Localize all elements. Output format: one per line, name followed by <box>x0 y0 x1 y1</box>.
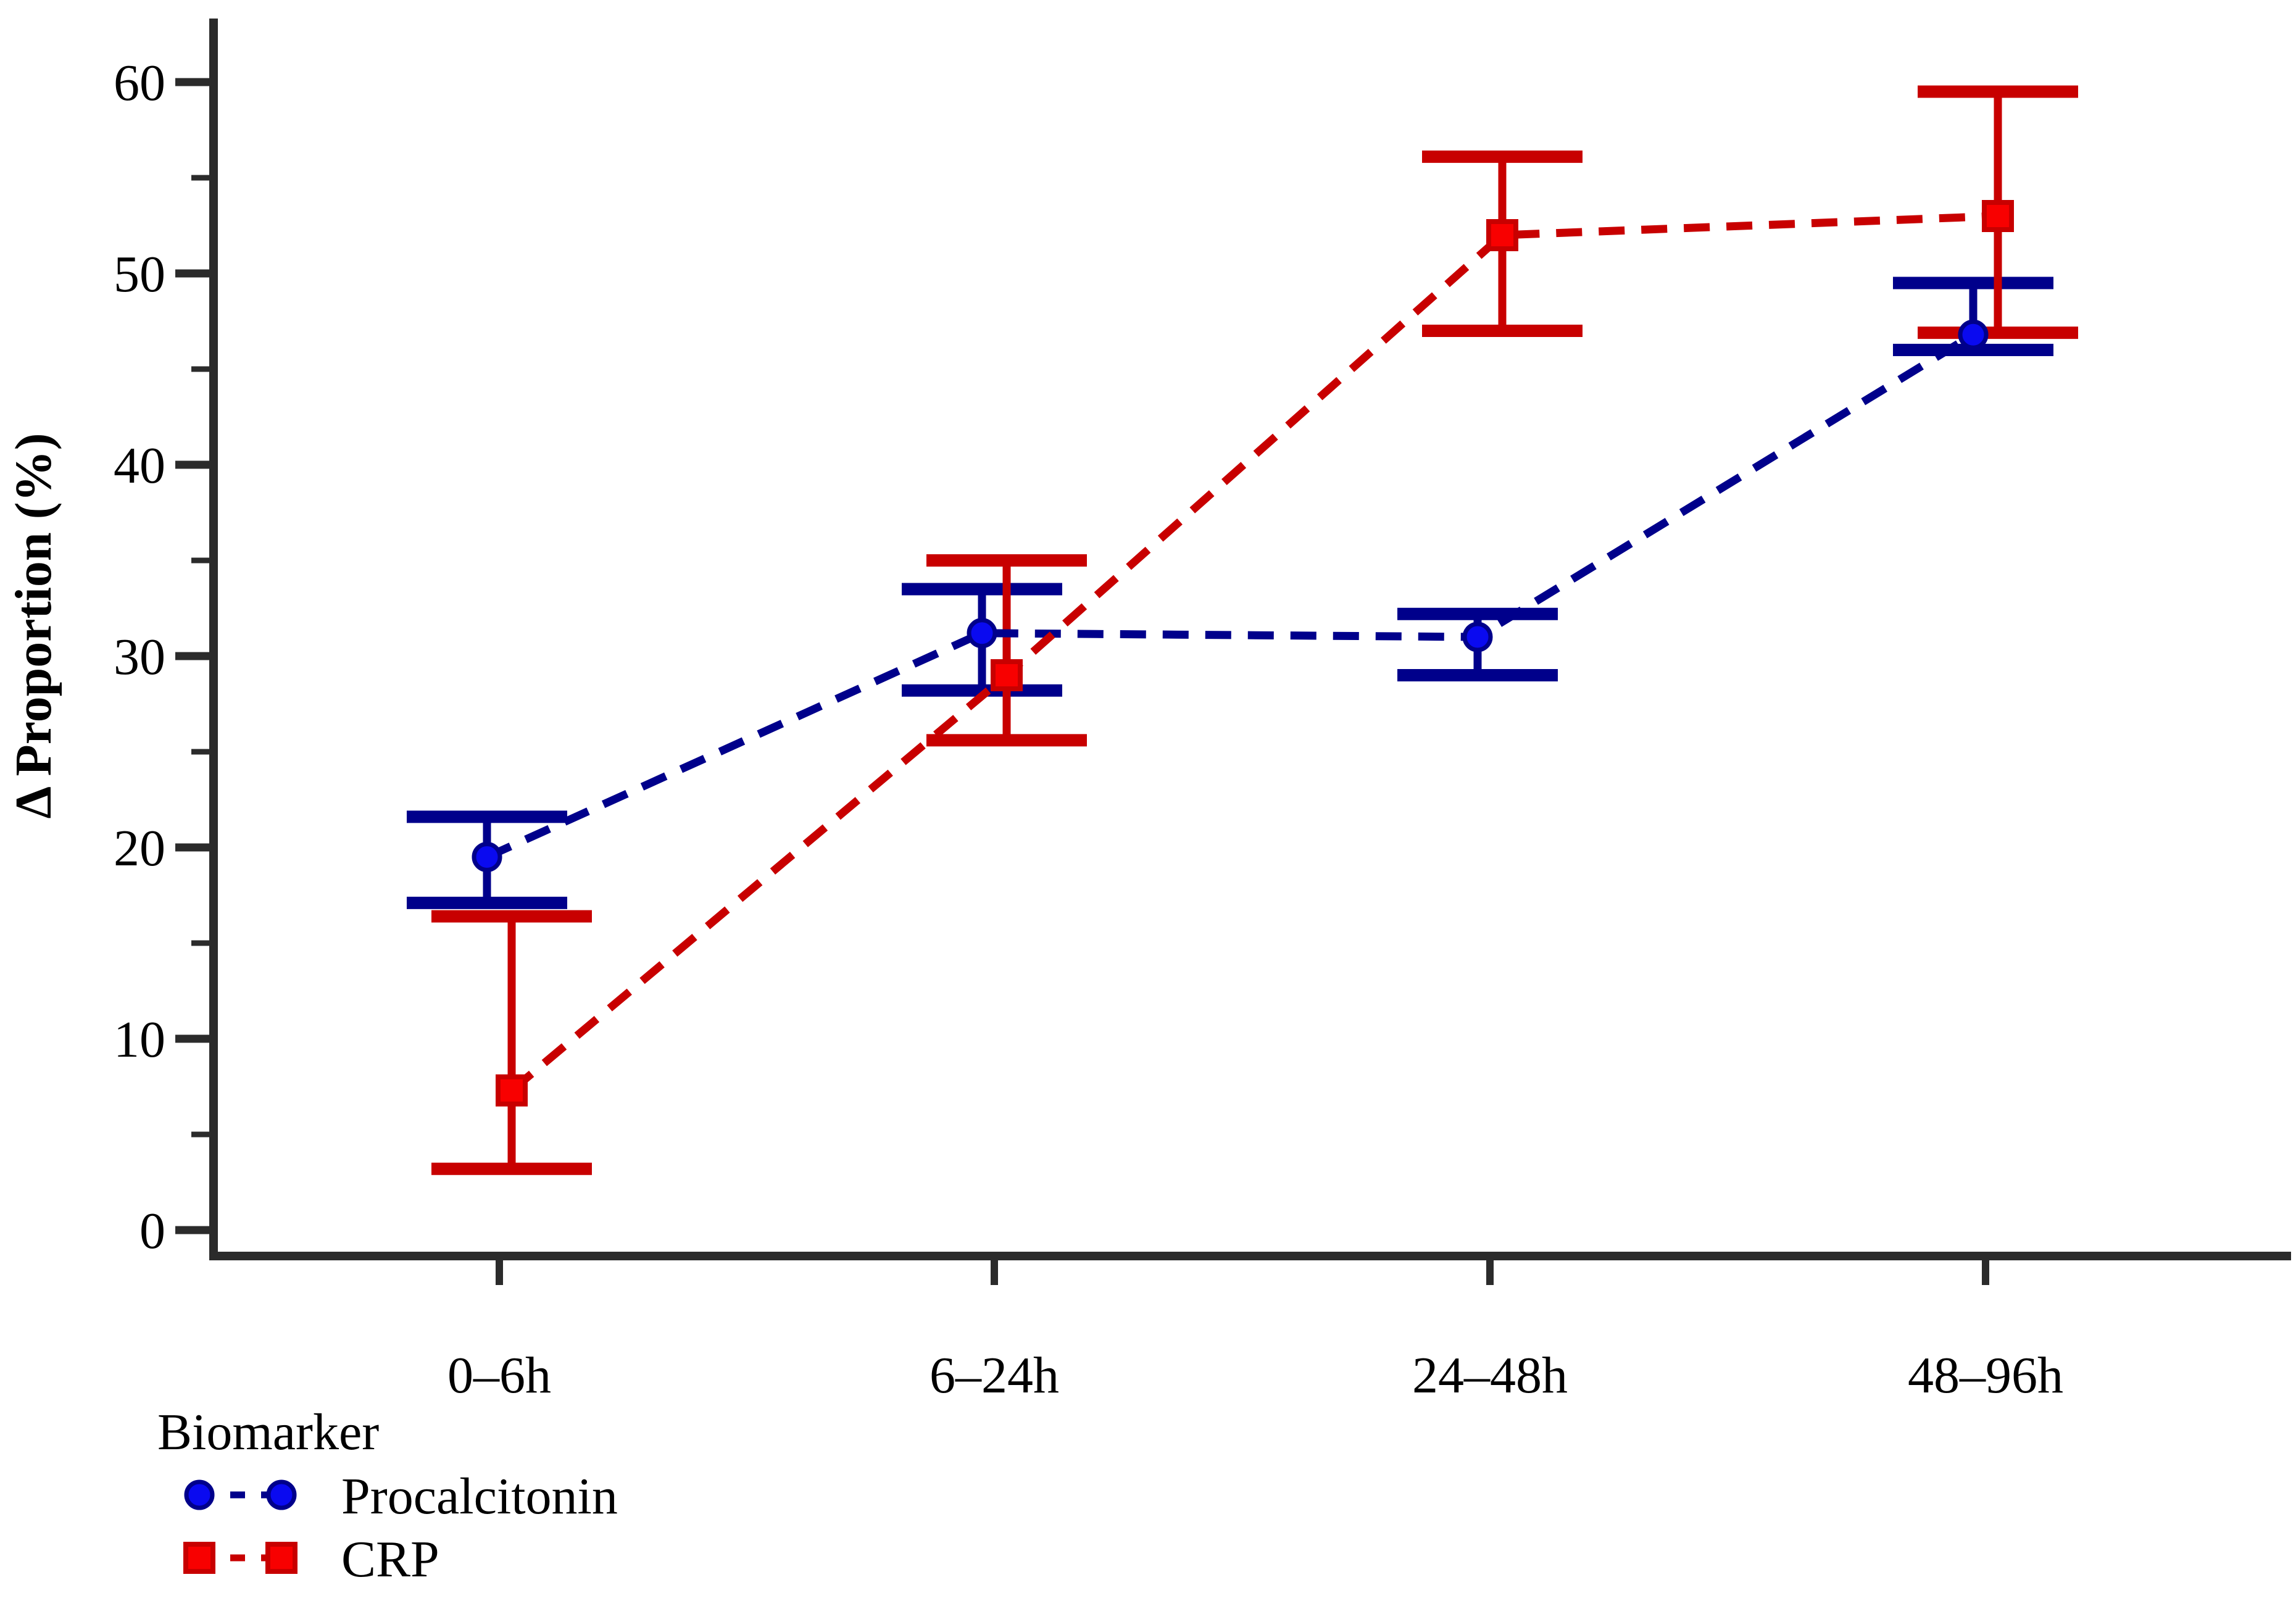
legend-label-crp: CRP <box>341 1531 439 1588</box>
marker-circle-procalcitonin <box>472 842 502 872</box>
legend-marker-circle-procalcitonin <box>266 1479 297 1510</box>
legend-marker-square-crp <box>183 1542 215 1574</box>
y-tick-label: 20 <box>114 820 165 877</box>
y-tick-label: 60 <box>114 54 165 112</box>
marker-square-crp <box>496 1074 528 1107</box>
x-tick-label: 24–48h <box>1412 1347 1568 1404</box>
legend-marker-square-crp <box>265 1542 297 1574</box>
marker-circle-procalcitonin <box>1958 319 1989 350</box>
y-tick-label: 0 <box>139 1202 165 1260</box>
y-axis-title: Δ Proportion (%) <box>5 433 62 818</box>
marker-circle-procalcitonin <box>1462 622 1493 652</box>
x-tick-label: 0–6h <box>447 1347 551 1404</box>
marker-square-crp <box>1486 219 1518 251</box>
legend-marker-circle-procalcitonin <box>184 1479 215 1510</box>
y-tick-label: 10 <box>114 1011 165 1068</box>
x-tick-label: 48–96h <box>1908 1347 2063 1404</box>
series-line-procalcitonin <box>485 331 1976 861</box>
marker-circle-procalcitonin <box>967 618 997 649</box>
legend-label-procalcitonin: Procalcitonin <box>341 1468 618 1525</box>
y-tick-label: 40 <box>114 437 165 494</box>
marker-square-crp <box>1982 200 2014 232</box>
legend-title: Biomarker <box>157 1404 379 1461</box>
marker-square-crp <box>991 659 1023 691</box>
x-tick-label: 6–24h <box>930 1347 1059 1404</box>
y-tick-label: 30 <box>114 628 165 686</box>
y-tick-label: 50 <box>114 246 165 303</box>
series-line-crp <box>509 212 1999 1094</box>
